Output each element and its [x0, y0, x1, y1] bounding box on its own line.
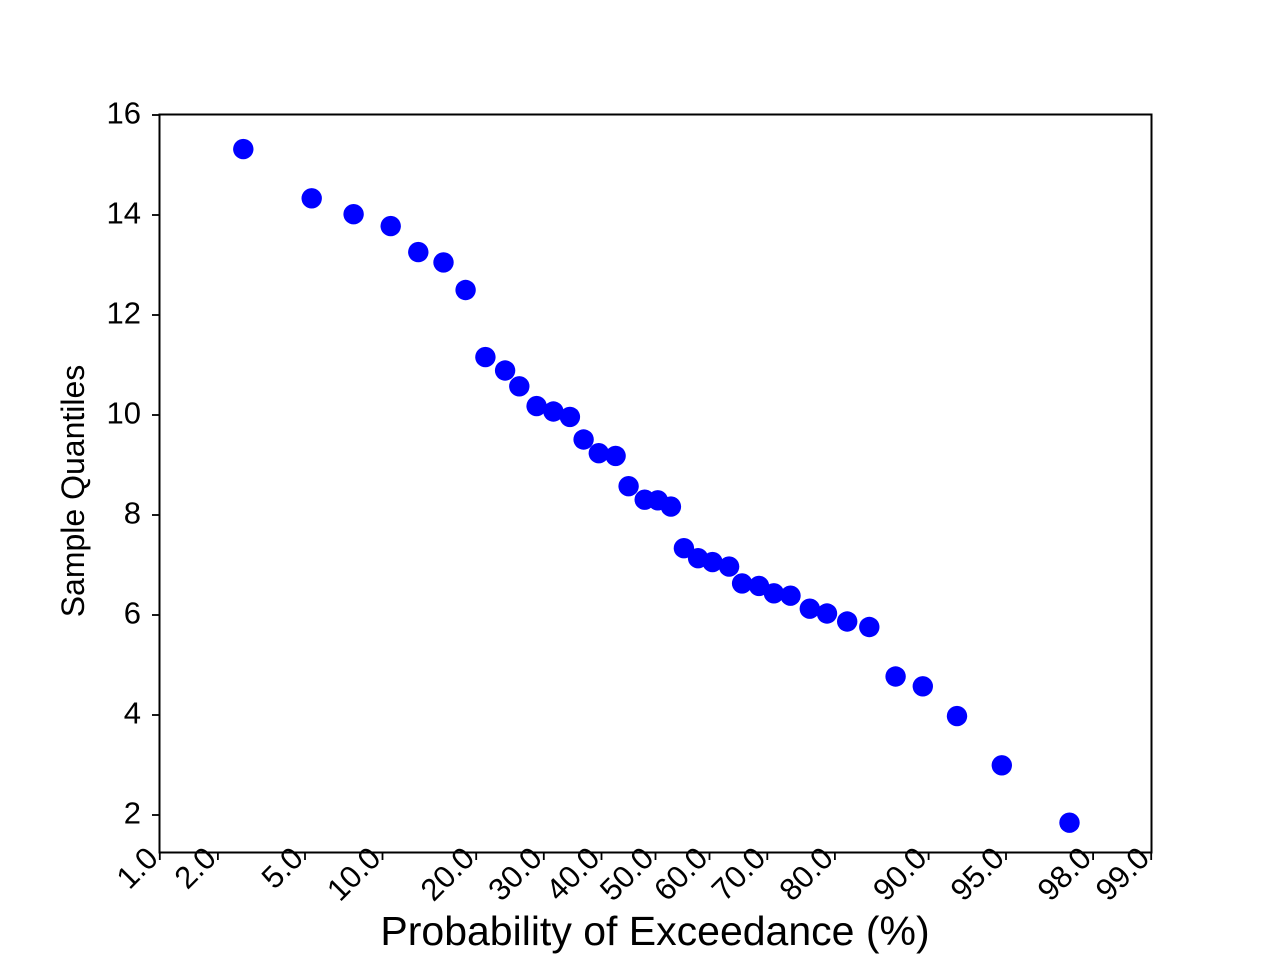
svg-text:4: 4	[124, 696, 141, 731]
svg-text:2.0: 2.0	[168, 840, 223, 895]
svg-text:12: 12	[107, 296, 141, 331]
svg-text:30.0: 30.0	[481, 840, 548, 907]
svg-text:10.0: 10.0	[320, 840, 387, 907]
svg-text:40.0: 40.0	[539, 840, 606, 907]
svg-text:8: 8	[124, 496, 141, 531]
svg-text:80.0: 80.0	[772, 840, 839, 907]
svg-text:95.0: 95.0	[944, 840, 1011, 907]
svg-text:2: 2	[124, 796, 141, 831]
svg-text:Probability of Exceedance (%): Probability of Exceedance (%)	[380, 908, 929, 954]
svg-text:20.0: 20.0	[414, 840, 481, 907]
svg-text:Sample Quantiles: Sample Quantiles	[55, 365, 91, 618]
svg-text:6: 6	[124, 596, 141, 631]
svg-text:1.0: 1.0	[110, 840, 165, 895]
svg-text:70.0: 70.0	[705, 840, 772, 907]
svg-text:99.0: 99.0	[1089, 840, 1156, 907]
svg-text:10: 10	[107, 396, 141, 431]
svg-text:98.0: 98.0	[1031, 840, 1098, 907]
svg-text:16: 16	[107, 96, 141, 131]
svg-text:90.0: 90.0	[866, 840, 933, 907]
svg-text:60.0: 60.0	[647, 840, 714, 907]
svg-text:5.0: 5.0	[255, 840, 310, 895]
svg-text:50.0: 50.0	[593, 840, 660, 907]
svg-text:14: 14	[107, 196, 141, 231]
